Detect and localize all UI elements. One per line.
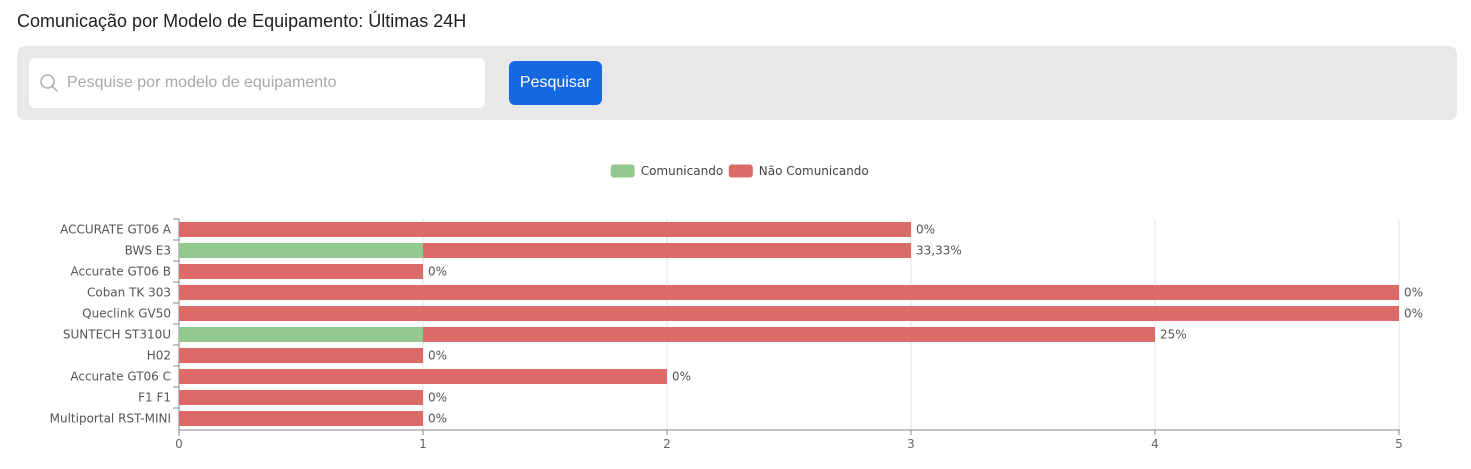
bar-nao-comunicando[interactable] [423,243,911,258]
x-tick-label: 1 [419,437,427,451]
x-tick-label: 2 [663,437,671,451]
bar-comunicando[interactable] [179,243,423,258]
search-icon [39,73,59,93]
data-label: 0% [672,370,691,384]
bar-nao-comunicando[interactable] [179,222,911,237]
bar-nao-comunicando[interactable] [179,390,423,405]
search-input[interactable] [67,58,477,108]
bar-nao-comunicando[interactable] [179,369,667,384]
y-tick-label: Accurate GT06 B [70,265,171,279]
bar-nao-comunicando[interactable] [423,327,1155,342]
y-tick-label: Coban TK 303 [87,286,171,300]
bar-nao-comunicando[interactable] [179,306,1399,321]
x-tick-label: 4 [1151,437,1159,451]
y-tick-label: H02 [147,349,171,363]
legend-swatch[interactable] [728,164,753,178]
bar-comunicando[interactable] [179,327,423,342]
data-label: 33,33% [916,244,962,258]
y-tick-label: Accurate GT06 C [70,370,171,384]
x-tick-label: 3 [907,437,915,451]
x-tick-label: 5 [1395,437,1403,451]
search-box[interactable] [29,58,485,108]
x-tick-label: 0 [175,437,183,451]
data-label: 0% [428,391,447,405]
y-tick-label: Queclink GV50 [82,307,171,321]
data-label: 0% [428,412,447,426]
legend-label[interactable]: Comunicando [641,164,723,178]
y-tick-label: SUNTECH ST310U [63,328,171,342]
search-panel: Pesquisar [17,46,1457,120]
page-title: Comunicação por Modelo de Equipamento: Ú… [17,11,467,31]
bar-nao-comunicando[interactable] [179,285,1399,300]
bar-nao-comunicando[interactable] [179,264,423,279]
y-tick-label: BWS E3 [125,244,171,258]
y-tick-label: ACCURATE GT06 A [60,223,172,237]
legend-swatch[interactable] [610,164,635,178]
y-tick-label: F1 F1 [138,391,171,405]
data-label: 0% [1404,286,1423,300]
data-label: 25% [1160,328,1187,342]
data-label: 0% [916,223,935,237]
data-label: 0% [428,349,447,363]
data-label: 0% [1404,307,1423,321]
search-button[interactable]: Pesquisar [509,61,602,105]
legend-label[interactable]: Não Comunicando [759,164,869,178]
data-label: 0% [428,265,447,279]
bar-nao-comunicando[interactable] [179,348,423,363]
y-tick-label: Multiportal RST-MINI [50,412,171,426]
bar-nao-comunicando[interactable] [179,411,423,426]
